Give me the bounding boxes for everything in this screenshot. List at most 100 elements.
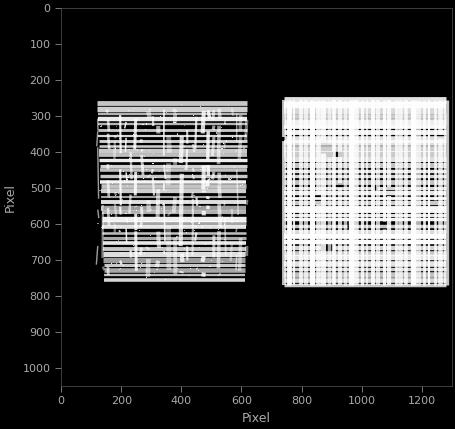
Bar — [202, 226, 203, 227]
Bar — [399, 225, 403, 229]
Bar — [210, 260, 211, 261]
Bar — [190, 268, 191, 269]
Bar — [99, 190, 100, 191]
Bar — [199, 222, 200, 223]
Bar — [157, 180, 158, 181]
Bar — [205, 244, 206, 245]
Bar — [371, 145, 381, 152]
Bar — [316, 238, 327, 251]
Bar — [127, 143, 128, 144]
Bar — [229, 176, 230, 177]
Bar — [370, 130, 374, 137]
Bar — [154, 272, 155, 273]
Bar — [396, 198, 404, 211]
Bar — [230, 161, 231, 162]
Bar — [313, 133, 318, 138]
Bar — [123, 176, 125, 177]
Bar — [197, 270, 198, 271]
Bar — [138, 215, 139, 216]
Bar — [111, 165, 112, 166]
Bar — [225, 140, 227, 142]
Bar — [152, 163, 153, 164]
Bar — [126, 178, 127, 179]
Bar — [295, 155, 298, 160]
Bar — [199, 106, 201, 107]
Bar — [360, 134, 365, 141]
Bar — [129, 174, 130, 175]
Bar — [198, 247, 199, 248]
Bar — [351, 124, 359, 133]
Bar — [228, 178, 229, 180]
Bar — [192, 209, 193, 210]
Bar — [222, 261, 223, 262]
Bar — [224, 239, 225, 240]
Bar — [300, 217, 306, 233]
Bar — [394, 266, 401, 275]
Bar — [328, 254, 338, 260]
Bar — [218, 229, 219, 230]
Bar — [198, 223, 199, 224]
Bar — [346, 154, 360, 169]
Bar — [186, 201, 187, 202]
Bar — [351, 171, 359, 177]
Bar — [143, 178, 144, 179]
Bar — [351, 207, 359, 215]
Bar — [166, 112, 167, 113]
Bar — [190, 222, 192, 223]
Bar — [231, 137, 233, 138]
Bar — [149, 109, 150, 111]
Bar — [153, 129, 154, 130]
Bar — [146, 200, 147, 201]
Bar — [242, 121, 243, 122]
Bar — [133, 134, 134, 135]
Bar — [291, 152, 295, 161]
Bar — [116, 134, 117, 135]
Bar — [305, 209, 322, 226]
Bar — [122, 199, 123, 200]
Bar — [301, 272, 314, 286]
Bar — [213, 240, 214, 241]
Bar — [100, 126, 101, 127]
Bar — [236, 129, 237, 130]
Bar — [294, 108, 299, 119]
Bar — [150, 274, 151, 275]
Bar — [245, 134, 246, 135]
Bar — [233, 203, 234, 204]
Bar — [176, 236, 177, 238]
Bar — [313, 230, 319, 239]
Bar — [230, 179, 231, 180]
Bar — [183, 248, 185, 249]
Bar — [138, 230, 140, 231]
Bar — [161, 198, 162, 199]
Bar — [160, 116, 161, 117]
Bar — [112, 183, 113, 184]
Bar — [152, 177, 153, 178]
Bar — [330, 157, 344, 162]
Bar — [315, 111, 327, 127]
Bar — [345, 125, 352, 134]
Bar — [208, 178, 209, 179]
Bar — [203, 265, 205, 266]
Bar — [173, 254, 174, 255]
Bar — [104, 166, 106, 167]
Bar — [130, 251, 131, 252]
Bar — [349, 252, 366, 269]
Bar — [207, 188, 208, 189]
Bar — [145, 277, 147, 278]
Bar — [213, 255, 214, 257]
X-axis label: Pixel: Pixel — [242, 412, 270, 425]
Bar — [196, 169, 197, 170]
Bar — [194, 230, 195, 231]
Bar — [134, 176, 135, 177]
Bar — [420, 145, 423, 160]
Bar — [119, 188, 120, 189]
Bar — [238, 124, 239, 125]
Bar — [115, 192, 116, 193]
Bar — [298, 251, 303, 264]
Bar — [134, 220, 135, 221]
Bar — [173, 122, 174, 123]
Bar — [165, 190, 166, 191]
Bar — [224, 123, 225, 124]
Bar — [183, 230, 185, 231]
Bar — [218, 255, 219, 256]
